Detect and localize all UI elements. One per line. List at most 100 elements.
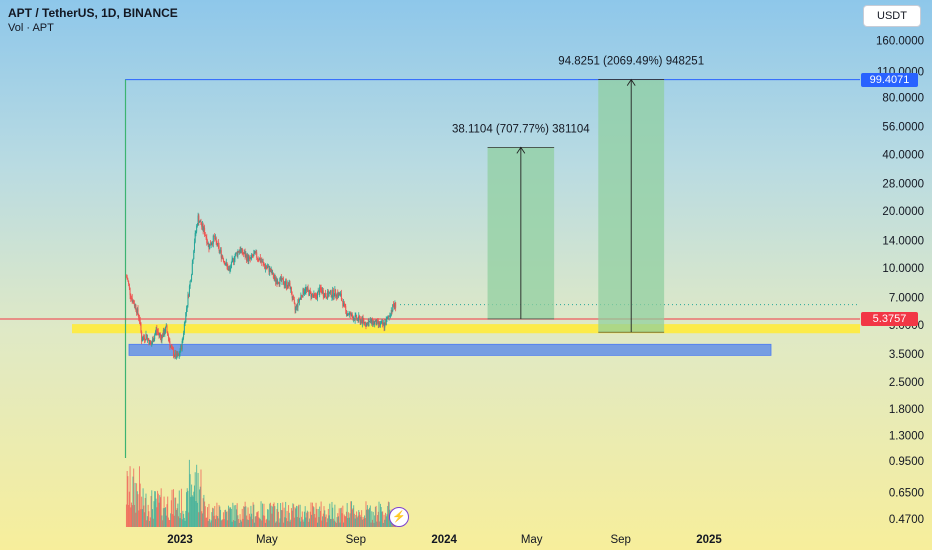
candle-body — [157, 332, 159, 334]
volume-bar — [214, 506, 216, 527]
candle-body — [322, 290, 324, 294]
candle-body — [227, 268, 229, 271]
volume-bar — [340, 507, 342, 527]
candle-body — [246, 254, 248, 261]
volume-bar — [129, 466, 131, 527]
candle-body — [155, 328, 157, 333]
candle-body — [315, 295, 317, 297]
volume-bar — [212, 508, 214, 527]
volume-bar — [220, 520, 222, 527]
volume-bar — [309, 518, 311, 527]
volume-bar — [170, 500, 172, 527]
candle-body — [303, 288, 305, 294]
candle-body — [375, 319, 377, 326]
volume-bar — [172, 514, 174, 527]
candle-body — [288, 282, 290, 287]
volume-bar — [266, 518, 268, 527]
measure-tool-1: 38.1104 (707.77%) 381104 — [452, 123, 590, 320]
candle-body — [271, 269, 273, 275]
candle-body — [128, 280, 130, 285]
volume-bar — [138, 466, 140, 527]
candle-body — [382, 322, 384, 325]
candle-body — [139, 320, 141, 323]
volume-bar — [204, 501, 206, 527]
candle-body — [160, 336, 162, 341]
volume-bar — [128, 491, 130, 527]
volume-bar — [193, 485, 195, 527]
candle-body — [335, 295, 337, 297]
candle-body — [167, 335, 169, 338]
volume-bar — [229, 507, 231, 527]
candle-body — [249, 257, 251, 259]
candle-body — [393, 306, 395, 308]
volume-bar — [275, 521, 277, 527]
candle-body — [239, 250, 241, 253]
volume-bar — [338, 508, 340, 527]
candle-body — [311, 293, 313, 295]
volume-bar — [302, 519, 304, 527]
volume-bar — [226, 511, 228, 527]
volume-bar — [219, 506, 221, 527]
candle-body — [378, 321, 380, 325]
candle-body — [256, 257, 258, 259]
candle-body — [163, 330, 165, 335]
candle-body — [215, 237, 217, 242]
candle-body — [200, 221, 202, 225]
volume-bar — [175, 509, 177, 527]
volume-indicator-label[interactable]: Vol · APT — [8, 22, 54, 34]
candle-body — [316, 296, 318, 299]
volume-bar — [300, 521, 302, 527]
candle-body — [356, 315, 358, 320]
volume-bar — [374, 515, 376, 527]
volume-bar — [311, 502, 313, 527]
candle-body — [395, 302, 397, 308]
volume-bar — [186, 492, 188, 527]
volume-bar — [293, 504, 295, 527]
candle-body — [152, 339, 154, 342]
candle-body — [328, 293, 330, 297]
candle-body — [240, 249, 242, 253]
volume-bar — [363, 518, 365, 527]
volume-bar — [360, 516, 362, 527]
volume-bar — [241, 508, 243, 527]
candle-body — [207, 243, 209, 245]
candle-body — [194, 233, 196, 242]
symbol-title[interactable]: APT / TetherUS, 1D, BINANCE — [8, 6, 178, 20]
currency-button[interactable]: USDT — [863, 5, 921, 27]
volume-bar — [335, 522, 337, 527]
volume-bar — [158, 502, 160, 527]
candle-body — [270, 269, 272, 272]
candle-body — [158, 332, 160, 335]
volume-bar — [170, 513, 172, 527]
candle-body — [199, 221, 201, 223]
volume-bar — [373, 522, 375, 527]
candle-body — [287, 282, 289, 288]
volume-bar — [317, 508, 319, 527]
volume-bar — [183, 517, 185, 527]
candle-body — [210, 244, 212, 246]
volume-bar — [324, 510, 326, 527]
volume-bar — [316, 522, 318, 527]
volume-bar — [159, 497, 161, 527]
candle-body — [275, 280, 277, 282]
candle-body — [379, 323, 381, 326]
lightning-icon[interactable]: ⚡ — [389, 507, 409, 527]
volume-bar — [199, 486, 201, 527]
volume-bar — [173, 515, 175, 527]
volume-bar — [366, 509, 368, 527]
candle-body — [259, 257, 261, 262]
volume-bar — [336, 517, 338, 527]
candle-body — [298, 299, 300, 302]
volume-bar — [175, 497, 177, 527]
volume-bar — [154, 491, 156, 527]
candle-body — [369, 321, 371, 323]
volume-bar — [133, 468, 135, 527]
candle-body — [333, 296, 335, 298]
candle-body — [179, 351, 181, 355]
candle-body — [206, 237, 208, 244]
candle-body — [136, 310, 138, 313]
candle-body — [291, 294, 293, 299]
volume-bar — [179, 518, 181, 527]
candle-body — [388, 315, 390, 317]
